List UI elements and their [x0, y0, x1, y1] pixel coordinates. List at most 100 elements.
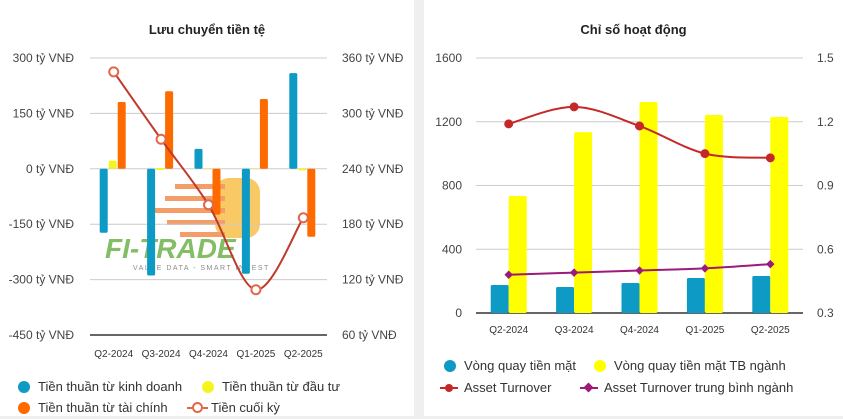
- y-right-tick-label: 0.9: [817, 179, 834, 193]
- legend-item-asset-turnover[interactable]: Asset Turnover: [440, 380, 551, 395]
- chart-title: Chỉ số hoạt động: [580, 22, 687, 37]
- bar-tiền-thuần-từ-kinh-doanh: [99, 168, 108, 233]
- y-right-tick-label: 0.6: [817, 242, 834, 256]
- y-right-tick-label: 1.2: [817, 115, 834, 129]
- line-point-marker: [504, 119, 514, 129]
- bar-vòng-quay-tiền-mặt: [752, 276, 771, 313]
- line-point-marker: [203, 199, 214, 211]
- bar-tiền-thuần-từ-tài-chính: [259, 98, 268, 169]
- y-left-tick-label: 150 tỷ VNĐ: [13, 106, 75, 120]
- bar-tiền-thuần-từ-đầu-tư: [156, 168, 165, 171]
- legend-item-cash-turnover[interactable]: Vòng quay tiền mặt: [444, 358, 576, 373]
- x-tick-label: Q2-2025: [751, 325, 790, 336]
- legend-dot-icon: [18, 380, 30, 393]
- x-tick-label: Q2-2024: [94, 349, 133, 360]
- line-point-marker: [765, 153, 775, 163]
- cashflow-chart: 300 tỷ VNĐ 360 tỷ VNĐ 150 tỷ VNĐ 300 tỷ VNĐ…: [9, 51, 404, 360]
- bar-tiền-thuần-từ-tài-chính: [165, 91, 174, 169]
- line-point-marker: [504, 270, 513, 279]
- line-point-marker: [297, 212, 309, 224]
- x-tick-label: Q2-2024: [489, 325, 528, 336]
- bar-vòng-quay-tiền-mặt-tb-ngành: [704, 115, 723, 314]
- y-right-tick-label: 360 tỷ VNĐ: [342, 51, 404, 65]
- bar-tiền-thuần-từ-kinh-doanh: [194, 148, 203, 169]
- bar-tiền-thuần-từ-đầu-tư: [298, 168, 307, 171]
- bar-vòng-quay-tiền-mặt-tb-ngành: [639, 101, 658, 313]
- bar-vòng-quay-tiền-mặt: [621, 283, 640, 313]
- y-left-tick-label: 800: [442, 179, 462, 193]
- line-series: [112, 71, 305, 291]
- line-point-marker: [700, 149, 710, 159]
- legend-item-operating[interactable]: Tiền thuần từ kinh doanh: [18, 379, 182, 394]
- line-point-marker: [635, 266, 644, 275]
- legend-line-marker-icon: [440, 382, 458, 394]
- activity-ratio-chart: 1600 1.5 1200 1.2 800 0.9 400 0.6 0 0.3 Q2-2024 Q3-…: [435, 51, 834, 336]
- bar-tiền-thuần-từ-kinh-doanh: [147, 168, 156, 276]
- legend-label: Tiền thuần từ kinh doanh: [38, 379, 183, 394]
- legend-dot-icon: [202, 380, 214, 393]
- y-left-tick-label: 400: [442, 242, 462, 256]
- bar-vòng-quay-tiền-mặt: [556, 287, 575, 313]
- bar-tiền-thuần-từ-kinh-doanh: [289, 73, 298, 169]
- y-left-tick-label: 300 tỷ VNĐ: [13, 51, 75, 65]
- activity-ratio-chart-panel: Chỉ số hoạt động 1600 1.5 1200 1.2 800 0.9 400…: [424, 0, 843, 416]
- bar-vòng-quay-tiền-mặt-tb-ngành: [574, 132, 593, 313]
- y-right-tick-label: 60 tỷ VNĐ: [342, 328, 397, 342]
- bar-tiền-thuần-từ-đầu-tư: [250, 168, 259, 170]
- line-point-marker: [155, 133, 167, 145]
- legend-dot-icon: [18, 401, 30, 414]
- y-left-tick-label: 0 tỷ VNĐ: [26, 162, 74, 176]
- legend-label: Tiền cuối kỳ: [211, 400, 280, 415]
- line-point-marker: [569, 102, 579, 112]
- legend-dot-icon: [444, 359, 456, 372]
- y-right-tick-label: 120 tỷ VNĐ: [342, 273, 404, 287]
- legend-item-industry-cash-turnover[interactable]: Vòng quay tiền mặt TB ngành: [594, 358, 786, 373]
- legend-label: Tiền thuần từ đầu tư: [222, 379, 341, 394]
- line-point-marker: [250, 284, 262, 296]
- bar-tiền-thuần-từ-kinh-doanh: [241, 168, 250, 274]
- legend-item-industry-asset-turnover[interactable]: Asset Turnover trung bình ngành: [580, 380, 793, 395]
- line-point-marker: [635, 121, 644, 131]
- legend-dot-icon: [594, 359, 606, 372]
- y-right-tick-label: 180 tỷ VNĐ: [342, 217, 404, 231]
- legend-label: Asset Turnover: [464, 380, 552, 395]
- bar-tiền-thuần-từ-tài-chính: [212, 168, 221, 215]
- line-point-marker: [766, 259, 775, 269]
- legend-label: Vòng quay tiền mặt TB ngành: [614, 358, 786, 373]
- x-tick-label: Q4-2024: [189, 349, 228, 360]
- y-left-tick-label: -300 tỷ VNĐ: [9, 273, 75, 287]
- legend-line-marker-icon: [580, 382, 598, 394]
- bar-tiền-thuần-từ-đầu-tư: [203, 168, 212, 170]
- bar-vòng-quay-tiền-mặt: [686, 277, 705, 313]
- chart-title: Lưu chuyển tiền tệ: [148, 22, 266, 37]
- legend-item-financing[interactable]: Tiền thuần từ tài chính: [18, 400, 168, 415]
- legend-label: Tiền thuần từ tài chính: [38, 400, 168, 415]
- bar-tiền-thuần-từ-tài-chính: [117, 101, 126, 169]
- bar-vòng-quay-tiền-mặt: [490, 284, 509, 313]
- legend-item-investing[interactable]: Tiền thuần từ đầu tư: [202, 379, 340, 394]
- y-right-tick-label: 1.5: [817, 51, 834, 65]
- y-left-tick-label: 0: [455, 306, 462, 320]
- y-left-tick-label: 1200: [435, 115, 462, 129]
- bar-tiền-thuần-từ-đầu-tư: [108, 160, 117, 169]
- bar-vòng-quay-tiền-mặt-tb-ngành: [508, 196, 527, 313]
- bar-tiền-thuần-từ-tài-chính: [307, 168, 316, 237]
- y-left-tick-label: -450 tỷ VNĐ: [9, 328, 75, 342]
- y-right-tick-label: 300 tỷ VNĐ: [342, 106, 404, 120]
- y-right-tick-label: 240 tỷ VNĐ: [342, 162, 404, 176]
- y-left-tick-label: 1600: [435, 51, 462, 65]
- legend-item-ending-cash[interactable]: Tiền cuối kỳ: [186, 400, 280, 415]
- x-tick-label: Q4-2024: [620, 325, 659, 336]
- legend-label: Asset Turnover trung bình ngành: [604, 380, 794, 395]
- bar-vòng-quay-tiền-mặt-tb-ngành: [770, 116, 789, 313]
- legend-label: Vòng quay tiền mặt: [464, 358, 577, 373]
- y-right-tick-label: 0.3: [817, 306, 834, 320]
- line-point-marker: [108, 66, 120, 78]
- x-tick-label: Q2-2025: [284, 349, 323, 360]
- line-point-marker: [569, 268, 579, 277]
- x-tick-label: Q3-2024: [142, 349, 181, 360]
- svg-text:FI-TRADE: FI-TRADE: [105, 233, 237, 264]
- x-tick-label: Q1-2025: [236, 349, 275, 360]
- y-left-tick-label: -150 tỷ VNĐ: [9, 217, 75, 231]
- legend-ring-marker-icon: [187, 402, 208, 413]
